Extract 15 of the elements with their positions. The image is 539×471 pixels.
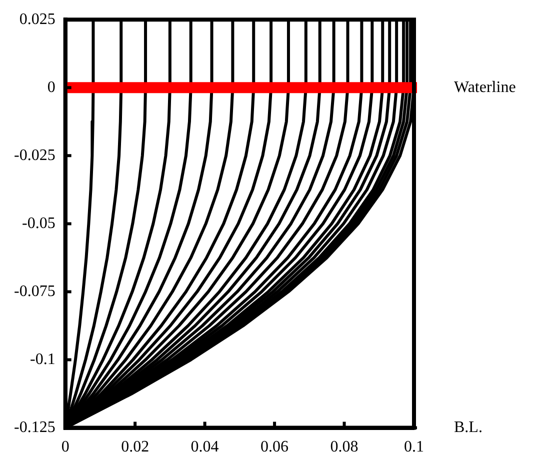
- y-tick-label: -0.1: [30, 350, 56, 368]
- y-tick-label: -0.05: [22, 214, 56, 232]
- y-tick-label: -0.075: [14, 282, 56, 300]
- y-tick-label: -0.025: [14, 146, 56, 164]
- x-tick-label: 0.1: [404, 438, 424, 456]
- x-tick-label: 0.02: [121, 438, 150, 456]
- y-tick-label: -0.125: [14, 419, 56, 436]
- y-tick-label: 0: [47, 78, 56, 96]
- y-tick-label: 0.025: [19, 10, 56, 28]
- x-tick-label: 0.06: [260, 438, 289, 456]
- ref-line-label: B.L.: [454, 419, 482, 436]
- x-tick-label: 0: [61, 438, 70, 456]
- x-tick-label: 0.04: [190, 438, 219, 456]
- ref-line-label: Waterline: [454, 78, 516, 96]
- x-tick-label: 0.08: [330, 438, 358, 456]
